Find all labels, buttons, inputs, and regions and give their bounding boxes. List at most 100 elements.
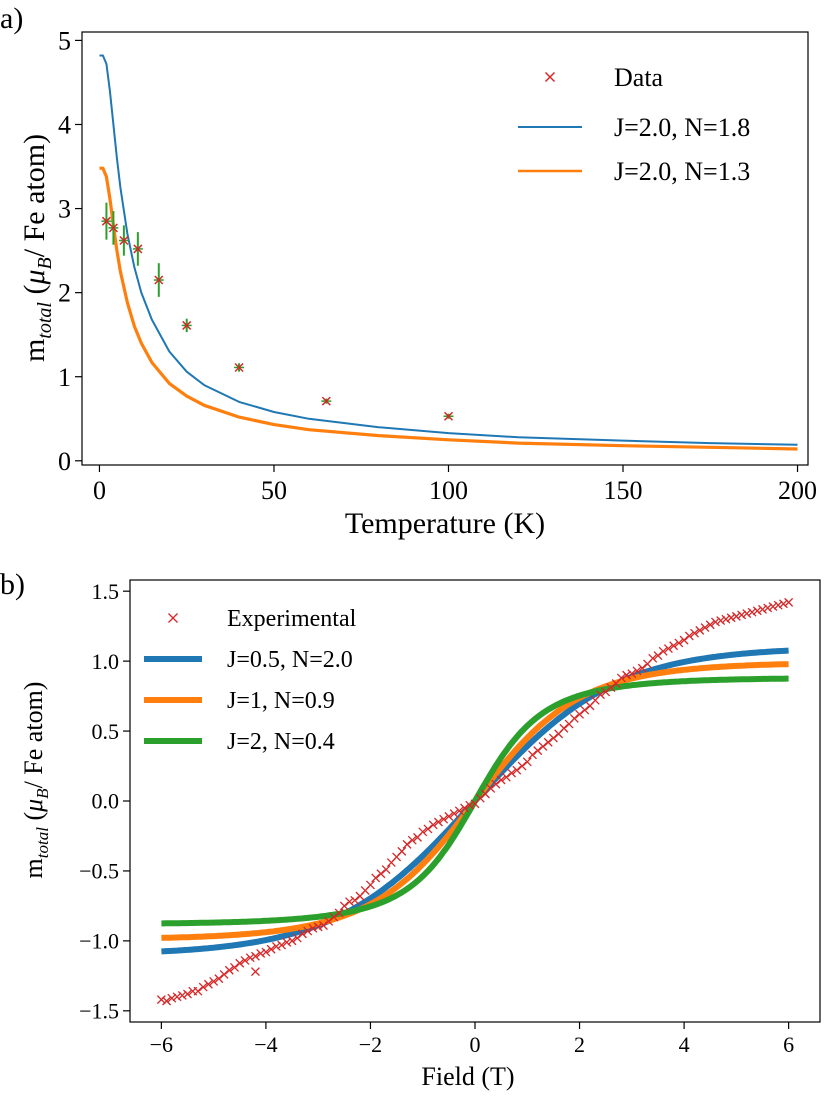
legend-label-experimental: Experimental — [227, 606, 357, 632]
data-point — [261, 947, 271, 957]
data-point — [606, 683, 616, 693]
panel-b: b) −6 −4 −2 0 2 4 6 −1.5 −1.0 −0.5 0.0 0.5 1.0 1.5 F… — [0, 568, 821, 1091]
x-tick-label: 100 — [429, 476, 468, 505]
data-point — [230, 962, 240, 972]
data-point — [119, 235, 129, 246]
x-tick-label: −6 — [150, 1032, 173, 1057]
data-point — [575, 709, 585, 719]
panel-b-y-label-m: m — [19, 858, 48, 878]
data-point — [496, 775, 506, 785]
y-tick-label: 0.5 — [92, 719, 120, 744]
data-point — [648, 653, 658, 663]
y-tick-label: 5 — [58, 27, 71, 56]
data-point — [318, 921, 328, 930]
data-point — [198, 982, 208, 992]
data-point — [133, 244, 143, 254]
data-point — [321, 396, 331, 406]
data-point — [324, 916, 334, 926]
data-point — [444, 811, 454, 821]
panel-a-y-axis: 0 1 2 3 4 5 — [58, 27, 82, 476]
data-point — [303, 926, 313, 936]
data-point — [475, 793, 485, 803]
data-point — [193, 986, 203, 996]
data-point — [298, 929, 307, 939]
panel-a-x-axis-label: Temperature (K) — [345, 507, 545, 540]
data-point — [616, 673, 626, 683]
data-point — [235, 958, 245, 968]
data-point — [517, 761, 527, 771]
panel-a-data-points — [101, 202, 454, 421]
data-point — [637, 663, 647, 673]
data-point — [533, 746, 543, 756]
y-tick-label: −1.0 — [79, 929, 119, 954]
data-point — [622, 670, 632, 680]
data-point — [663, 644, 673, 653]
data-point — [449, 809, 459, 819]
data-point — [156, 995, 166, 1005]
y-tick-label: −1.5 — [79, 999, 119, 1024]
data-point — [763, 603, 773, 613]
panel-a-y-label-sub: total — [34, 302, 56, 339]
legend-marker-data — [544, 71, 556, 83]
data-point — [684, 631, 694, 641]
data-point — [465, 800, 475, 810]
data-point — [669, 641, 679, 651]
data-point — [381, 865, 391, 874]
data-point — [214, 974, 224, 984]
data-point — [277, 940, 287, 950]
legend-label-j2-n1.8: J=2.0, N=1.8 — [614, 113, 750, 142]
panel-b-y-label-open: ( — [19, 812, 48, 827]
data-point — [528, 750, 537, 760]
data-point — [679, 635, 689, 645]
data-point — [768, 602, 778, 612]
data-point — [167, 993, 177, 1003]
panel-a-y-label-m: m — [18, 339, 51, 362]
data-point — [773, 600, 783, 610]
data-point — [266, 944, 276, 954]
legend-experimental-marker — [168, 613, 178, 623]
data-point — [371, 873, 381, 883]
data-point — [433, 817, 443, 827]
data-point — [339, 901, 349, 911]
data-point — [428, 820, 438, 830]
panel-a-y-label-mu: μ — [18, 269, 51, 285]
data-point — [731, 611, 741, 621]
data-point — [365, 880, 375, 890]
panel-a-series — [99, 54, 798, 451]
panel-b-y-axis: −1.5 −1.0 −0.5 0.0 0.5 1.0 1.5 — [79, 579, 130, 1024]
data-point — [716, 616, 726, 626]
data-point — [737, 610, 747, 620]
data-point — [726, 613, 736, 623]
panel-a-y-axis-label: mtotal (μB/ Fe atom) — [18, 134, 56, 362]
x-tick-label: 4 — [679, 1032, 690, 1057]
data-point — [224, 965, 234, 975]
data-point — [569, 714, 579, 723]
data-point — [559, 723, 569, 733]
panel-b-y-label-mu-sub: B — [33, 788, 52, 799]
y-tick-label: 0 — [58, 447, 71, 476]
x-tick-label: 2 — [574, 1032, 585, 1057]
data-point — [710, 617, 720, 627]
data-point — [402, 839, 412, 849]
data-point — [313, 922, 323, 932]
data-point — [250, 951, 260, 961]
data-point — [439, 814, 449, 824]
panel-b-label: b) — [0, 568, 25, 601]
panel-b-series — [161, 647, 789, 955]
y-tick-label: 1.0 — [92, 649, 120, 674]
data-point — [101, 216, 111, 226]
y-tick-label: 0.0 — [92, 789, 120, 814]
data-point — [334, 908, 344, 918]
data-point — [350, 895, 360, 905]
panel-a-frame — [81, 31, 809, 466]
panel-b-x-axis: −6 −4 −2 0 2 4 6 — [150, 1022, 794, 1057]
data-point — [245, 953, 255, 963]
data-point — [632, 666, 642, 676]
legend-data-marker — [544, 71, 556, 83]
data-point — [234, 362, 244, 373]
data-point — [695, 625, 705, 635]
data-point — [182, 320, 192, 330]
data-point — [507, 768, 517, 778]
data-point — [700, 623, 710, 633]
